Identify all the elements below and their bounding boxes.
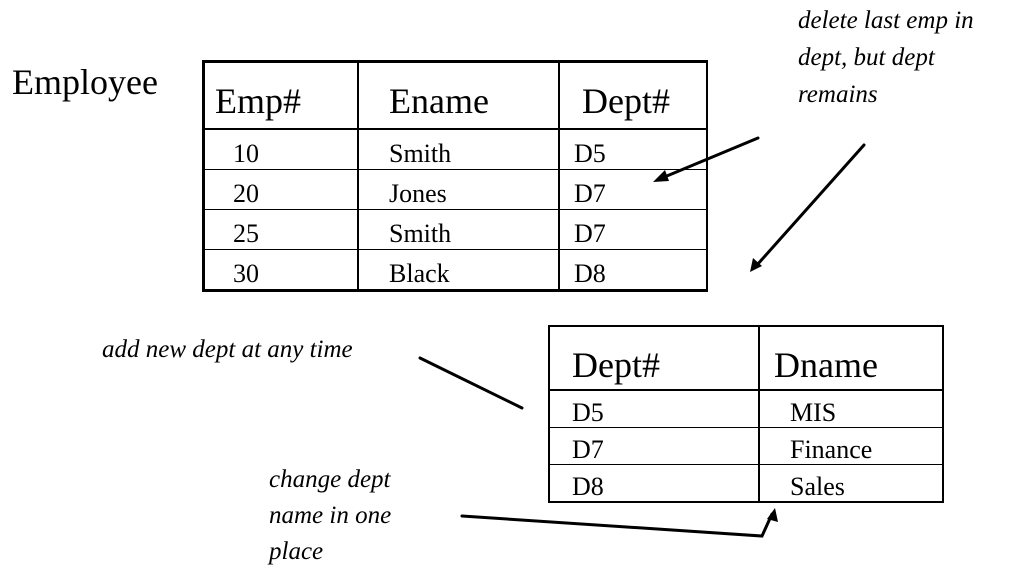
line-add-to-department: [418, 356, 524, 410]
employee-cell-dept-no: D7: [558, 209, 707, 250]
note-line: place: [269, 538, 324, 565]
department-row: D7 Finance: [549, 427, 943, 465]
employee-cell-dept-no: D7: [558, 169, 707, 210]
department-cell-dname: MIS: [758, 390, 943, 428]
insert-anomaly-note: add new dept at any time: [102, 332, 353, 368]
delete-anomaly-note: delete last emp in dept, but dept remain…: [798, 2, 974, 113]
employee-title: Employee: [12, 62, 158, 102]
arrowhead-dname: [767, 508, 778, 522]
department-table: Dept# Dname D5 MIS D7 Finance D8 Sales: [548, 325, 944, 503]
employee-cell-ename: Smith: [357, 209, 559, 250]
note-line: add new dept at any time: [102, 336, 353, 363]
note-line: remains: [798, 81, 878, 108]
note-line: name in one: [269, 502, 392, 529]
employee-row: 25 Smith D7: [203, 209, 707, 250]
employee-table: Emp# Ename Dept# 10 Smith D5 20 Jones D7…: [202, 60, 708, 292]
department-header-dname: Dname: [758, 326, 943, 391]
employee-cell-emp-no: 30: [233, 259, 259, 288]
arrow-change-to-dname: [460, 512, 774, 538]
employee-row: 30 Black D8: [204, 249, 707, 291]
department-cell-dept-no: D7: [549, 427, 759, 465]
update-anomaly-note: change dept name in one place: [269, 462, 391, 570]
arrowhead-department: [750, 258, 762, 272]
employee-header-ename: Ename: [357, 61, 559, 130]
employee-row: 20 Jones D7: [203, 169, 707, 210]
department-header-row: Dept# Dname: [549, 326, 943, 391]
note-line: delete last emp in: [798, 7, 974, 34]
employee-cell-ename: Jones: [357, 169, 559, 210]
department-cell-dname: Sales: [758, 464, 943, 502]
department-row: D8 Sales: [549, 464, 943, 502]
employee-header-emp-no: Emp#: [203, 61, 358, 130]
employee-cell-ename: Black: [357, 249, 559, 291]
note-line: dept, but dept: [798, 44, 935, 71]
department-cell-dept-no: D5: [549, 390, 759, 428]
employee-row: 10 Smith D5: [203, 129, 707, 170]
employee-header-row: Emp# Ename Dept#: [203, 61, 707, 130]
department-header-dept-no: Dept#: [549, 326, 759, 391]
employee-cell-dept-no: D5: [558, 129, 707, 170]
employee-cell-emp-no: 20: [203, 169, 358, 210]
employee-cell-emp-no: 10: [203, 129, 358, 170]
department-cell-dname: Finance: [758, 427, 943, 465]
arrowhead-employee: [653, 170, 669, 182]
arrow-delete-to-department: [755, 143, 866, 267]
note-line: change dept: [269, 466, 391, 493]
employee-cell-dept-no: D8: [558, 249, 707, 291]
employee-header-dept-no: Dept#: [558, 61, 707, 130]
arrow-delete-to-employee: [660, 136, 760, 180]
employee-cell-emp-no: 25: [203, 209, 358, 250]
department-cell-dept-no: D8: [572, 472, 604, 501]
employee-cell-ename: Smith: [357, 129, 559, 170]
department-row: D5 MIS: [549, 390, 943, 428]
